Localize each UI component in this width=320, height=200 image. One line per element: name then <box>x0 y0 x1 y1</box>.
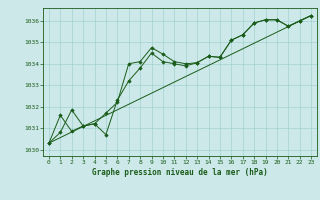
X-axis label: Graphe pression niveau de la mer (hPa): Graphe pression niveau de la mer (hPa) <box>92 168 268 177</box>
